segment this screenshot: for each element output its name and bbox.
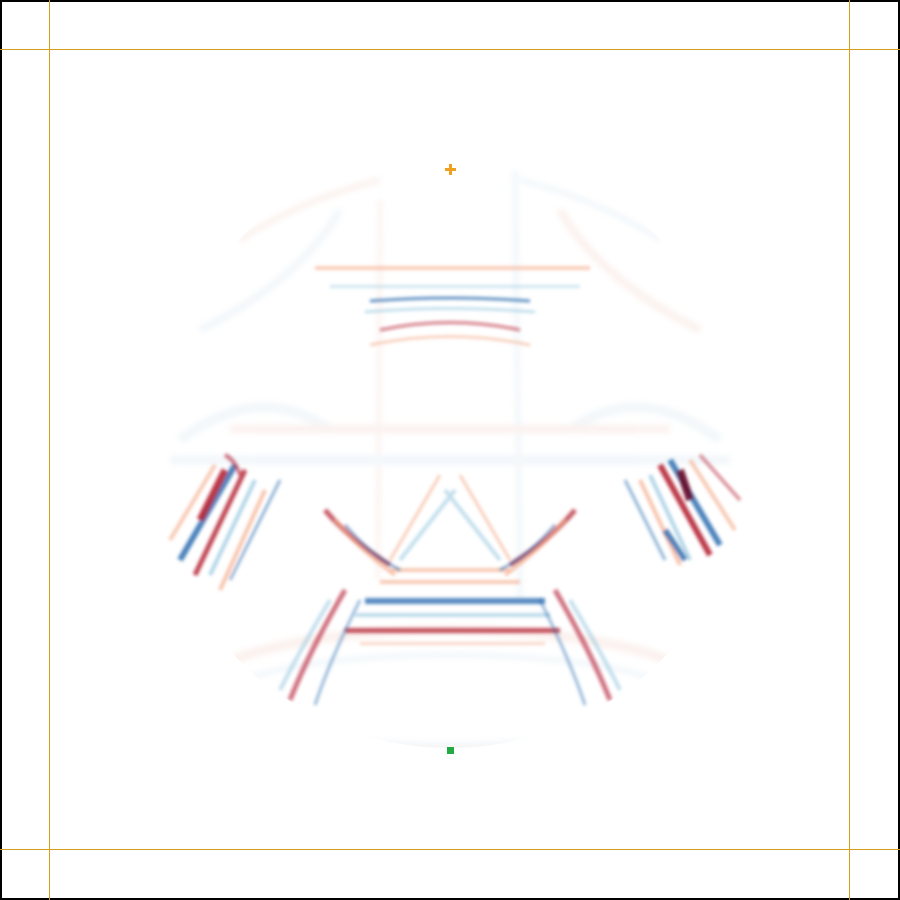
wavefield-disk <box>168 169 742 748</box>
wavefield-top-bands <box>315 266 590 347</box>
receiver-square-icon <box>447 747 454 754</box>
wavefield-inner-cross <box>388 474 512 562</box>
wavefield-bottom-bands <box>345 568 560 645</box>
wavefield-center-arcs <box>278 508 622 706</box>
wavefield-right-cluster <box>623 454 742 566</box>
source-plus-icon <box>445 164 456 175</box>
wavefield-left-cluster <box>168 453 282 591</box>
wavefield-faint-texture <box>170 169 730 748</box>
